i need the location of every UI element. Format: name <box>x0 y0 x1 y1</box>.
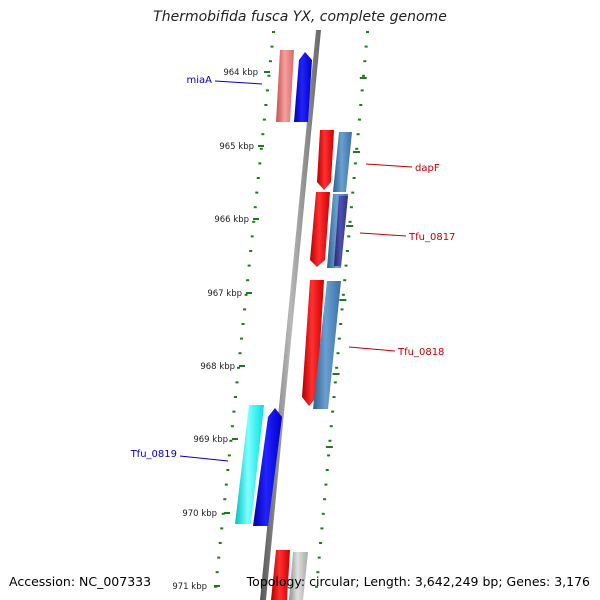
svg-text:Tfu_0817: Tfu_0817 <box>408 232 455 243</box>
svg-text:miaA: miaA <box>187 75 213 86</box>
scale-tick-964: 964 kbp <box>223 68 270 78</box>
gene-Tfu_0818[interactable] <box>302 280 341 409</box>
scale-tick-971: 971 kbp <box>172 582 220 592</box>
label-dapF[interactable]: dapF <box>365 163 440 174</box>
svg-text:966 kbp: 966 kbp <box>214 215 249 225</box>
svg-text:Tfu_0819: Tfu_0819 <box>130 449 177 460</box>
svg-text:971 kbp: 971 kbp <box>172 582 207 592</box>
svg-text:964 kbp: 964 kbp <box>223 68 258 78</box>
scale-tick-965: 965 kbp <box>219 142 264 152</box>
gene-Tfu_0817[interactable] <box>310 192 348 268</box>
scale-tick-967: 967 kbp <box>207 289 252 299</box>
gene-dapF[interactable] <box>317 130 352 192</box>
svg-text:969 kbp: 969 kbp <box>193 435 228 445</box>
svg-text:970 kbp: 970 kbp <box>182 509 217 519</box>
scale-tick-970: 970 kbp <box>182 509 230 519</box>
label-miaA[interactable]: miaA <box>187 75 263 86</box>
gene-miaA[interactable] <box>276 50 312 122</box>
label-Tfu_0819[interactable]: Tfu_0819 <box>130 449 229 462</box>
svg-text:968 kbp: 968 kbp <box>200 362 235 372</box>
scale-ruler: 964 kbp 965 kbp 966 kbp 967 kbp 968 kbp … <box>172 68 270 592</box>
label-Tfu_0817[interactable]: Tfu_0817 <box>359 232 455 243</box>
tick-tracks <box>214 31 369 588</box>
svg-text:967 kbp: 967 kbp <box>207 289 242 299</box>
svg-text:dapF: dapF <box>415 163 440 174</box>
label-Tfu_0818[interactable]: Tfu_0818 <box>348 346 444 358</box>
scale-tick-966: 966 kbp <box>214 215 259 225</box>
scale-tick-968: 968 kbp <box>200 362 245 372</box>
scale-tick-969: 969 kbp <box>193 435 238 445</box>
genome-summary-text: Topology: circular; Length: 3,642,249 bp… <box>246 574 590 589</box>
svg-text:965 kbp: 965 kbp <box>219 142 254 152</box>
gene-unlabeled-bottom[interactable] <box>271 550 308 600</box>
gene-Tfu_0819[interactable] <box>235 405 282 526</box>
accession-text: Accession: NC_007333 <box>9 574 152 589</box>
svg-text:Tfu_0818: Tfu_0818 <box>397 347 444 358</box>
map-title: Thermobifida fusca YX, complete genome <box>153 9 447 25</box>
